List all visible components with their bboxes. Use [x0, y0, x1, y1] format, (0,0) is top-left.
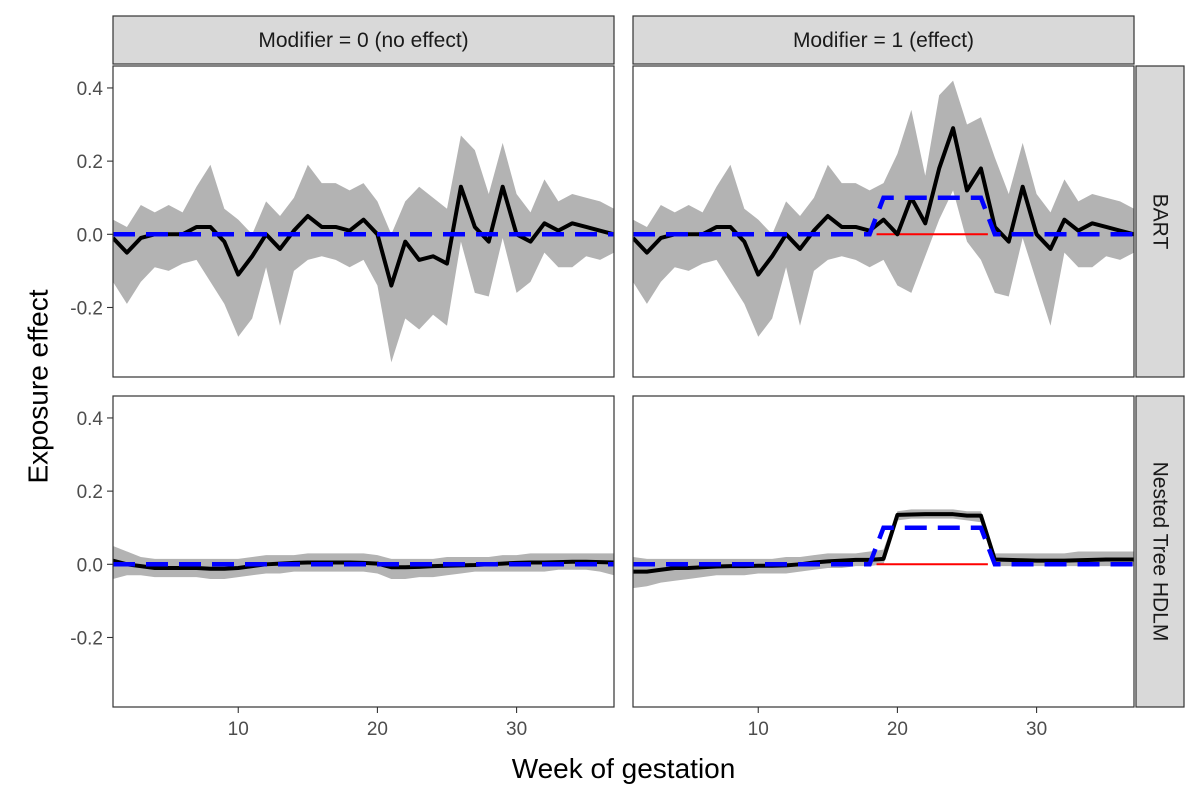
true-effect-line: [633, 525, 1134, 567]
panel: [633, 66, 1134, 377]
panel: [633, 396, 1134, 707]
y-tick-label: -0.2: [70, 628, 103, 649]
panel-border: [112, 395, 615, 708]
x-tick-label: 10: [228, 719, 249, 740]
panel-border: [632, 65, 1135, 378]
y-axis-title: Exposure effect: [23, 289, 54, 483]
panel-background: [113, 396, 614, 707]
y-tick-label: 0.4: [77, 79, 104, 100]
estimate-line: [633, 126, 1134, 277]
x-tick-label: 30: [1026, 719, 1047, 740]
column-strip: Modifier = 0 (no effect): [112, 15, 615, 65]
true-effect-line: [633, 195, 1134, 237]
column-strip-label: Modifier = 0 (no effect): [258, 29, 468, 52]
y-tick-label: 0.4: [77, 409, 104, 430]
credible-band: [113, 135, 614, 363]
row-strip-background: [1135, 395, 1185, 708]
credible-band: [633, 509, 1134, 589]
y-tick-label: 0.2: [77, 152, 103, 173]
column-strip-background: [112, 15, 615, 65]
column-strip: Modifier = 1 (effect): [632, 15, 1135, 65]
row-strip-background: [1135, 65, 1185, 378]
panel: [113, 396, 614, 707]
row-strip-label: BART: [1149, 194, 1172, 250]
y-tick-label: 0.2: [77, 482, 103, 503]
estimate-line: [113, 184, 614, 288]
row-strip-label: Nested Tree HDLM: [1149, 462, 1172, 642]
panel: [113, 66, 614, 377]
x-tick-label: 20: [887, 719, 908, 740]
column-strip-label: Modifier = 1 (effect): [793, 29, 974, 52]
y-tick-label: 0.0: [77, 555, 103, 576]
x-axis-title: Week of gestation: [512, 753, 736, 784]
x-tick-label: 30: [506, 719, 527, 740]
y-tick-label: 0.0: [77, 225, 103, 246]
column-strip-background: [632, 15, 1135, 65]
row-strip: Nested Tree HDLM: [1135, 395, 1185, 708]
x-tick-label: 10: [748, 719, 769, 740]
panel-border: [632, 395, 1135, 708]
x-tick-label: 20: [367, 719, 388, 740]
row-strip: BART: [1135, 65, 1185, 378]
y-tick-label: -0.2: [70, 298, 103, 319]
panel-border: [112, 65, 615, 378]
